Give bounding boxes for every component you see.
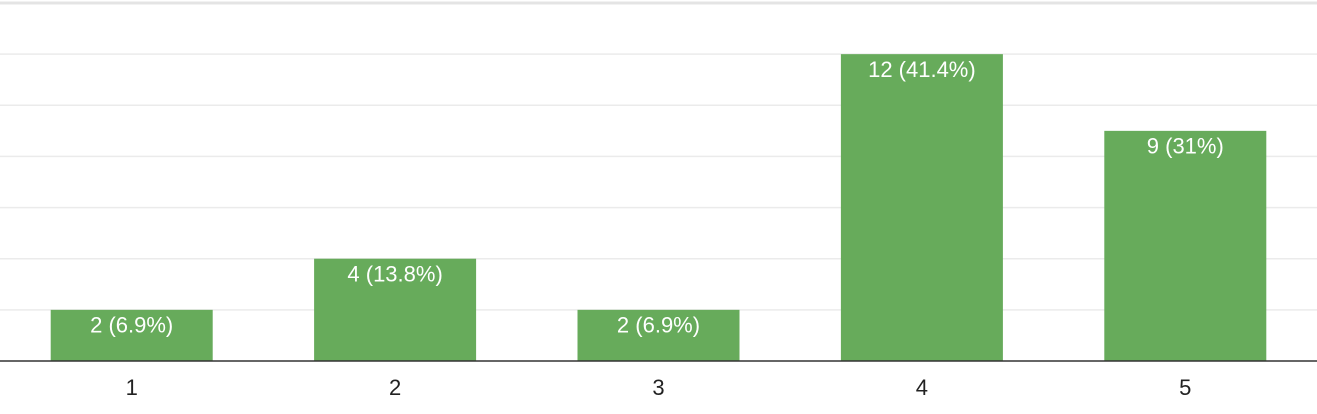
bar-data-labels: 2 (6.9%) 4 (13.8%) 2 (6.9%) 12 (41.4%) 9 (31… [90, 57, 1224, 338]
bar-data-label: 2 (6.9%) [90, 313, 173, 338]
gridlines [0, 1, 1317, 311]
x-tick-label: 5 [1179, 375, 1191, 400]
bar-5 [1104, 130, 1267, 361]
bar-data-label: 12 (41.4%) [868, 57, 976, 82]
x-tick-label: 4 [916, 375, 928, 400]
bar-1 [50, 309, 213, 361]
x-tick-label: 3 [652, 375, 664, 400]
bar-4 [840, 54, 1003, 362]
bar-data-label: 4 (13.8%) [347, 262, 442, 287]
x-axis-tick-labels: 1 2 3 4 5 [126, 375, 1192, 400]
bar-data-label: 2 (6.9%) [617, 313, 700, 338]
x-tick-label: 1 [126, 375, 138, 400]
bar-3 [577, 309, 740, 361]
bar-2 [314, 258, 477, 361]
bars [50, 54, 1267, 362]
bar-data-label: 9 (31%) [1147, 134, 1224, 159]
x-tick-label: 2 [389, 375, 401, 400]
